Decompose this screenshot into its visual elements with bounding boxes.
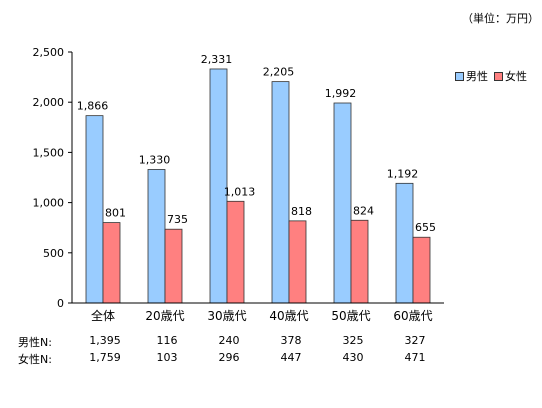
unit-label: （単位：万円） — [462, 12, 539, 25]
x-tick-label: 30歳代 — [207, 309, 246, 323]
bar-female — [226, 200, 245, 304]
legend-swatch-male — [455, 71, 464, 81]
bar-male — [85, 115, 104, 304]
sample-size-cell: 1,395 — [89, 334, 121, 347]
sample-size-cell: 240 — [218, 334, 240, 347]
bar-male — [147, 169, 166, 304]
legend-item-male: 男性 — [455, 68, 488, 84]
data-label-male: 2,205 — [263, 66, 295, 79]
legend: 男性 女性 — [455, 68, 527, 84]
legend-label-female: 女性 — [505, 70, 527, 83]
y-tick-label: 2,500 — [33, 46, 65, 59]
sample-size-cell: 296 — [218, 351, 240, 364]
y-tick-label: 0 — [57, 297, 64, 310]
bar-female — [102, 222, 121, 304]
legend-label-male: 男性 — [466, 70, 488, 83]
y-tick-label: 500 — [43, 247, 64, 260]
data-label-male: 2,331 — [201, 53, 233, 66]
data-label-male: 1,192 — [387, 167, 419, 180]
sample-size-cell: 116 — [156, 334, 178, 347]
sample-size-cell: 327 — [404, 334, 426, 347]
x-tick-label: 50歳代 — [331, 309, 370, 323]
data-label-male: 1,866 — [77, 100, 109, 113]
sample-size-cell: 325 — [342, 334, 364, 347]
data-label-female: 824 — [353, 204, 374, 217]
x-tick-label: 20歳代 — [145, 309, 184, 323]
legend-swatch-female — [494, 71, 503, 81]
data-label-female: 801 — [105, 207, 126, 220]
bar-male — [271, 81, 290, 304]
bar-female — [164, 228, 183, 304]
sample-size-cell: 471 — [404, 351, 426, 364]
data-label-female: 655 — [415, 221, 436, 234]
data-label-male: 1,992 — [325, 87, 357, 100]
sample-size-label-female: 女性N: — [18, 353, 52, 366]
x-tick-label: 全体 — [91, 308, 115, 323]
sample-size-cell: 103 — [156, 351, 178, 364]
bar-female — [350, 219, 369, 304]
sample-size-cell: 447 — [280, 351, 302, 364]
data-label-female: 735 — [167, 213, 188, 226]
y-tick-label: 1,000 — [33, 197, 65, 210]
sample-size-cell: 378 — [280, 334, 302, 347]
bar-male — [333, 102, 352, 304]
bar-chart: 0 500 1,000 1,500 2,000 2,500 1,866 801 全体 1,330 7… — [33, 46, 444, 323]
y-tick-label: 2,000 — [33, 96, 65, 109]
y-tick-label: 1,500 — [33, 146, 65, 159]
x-tick-label: 60歳代 — [393, 309, 432, 323]
data-label-female: 818 — [291, 205, 312, 218]
bar-male — [395, 182, 414, 304]
x-tick-label: 40歳代 — [269, 309, 308, 323]
sample-size-cell: 1,759 — [89, 351, 121, 364]
data-label-male: 1,330 — [139, 153, 171, 166]
legend-item-female: 女性 — [494, 68, 527, 84]
bar-female — [288, 220, 307, 304]
bar-female — [412, 236, 431, 304]
sample-size-label-male: 男性N: — [18, 336, 52, 349]
sample-size-cell: 430 — [342, 351, 364, 364]
data-label-female: 1,013 — [224, 185, 256, 198]
